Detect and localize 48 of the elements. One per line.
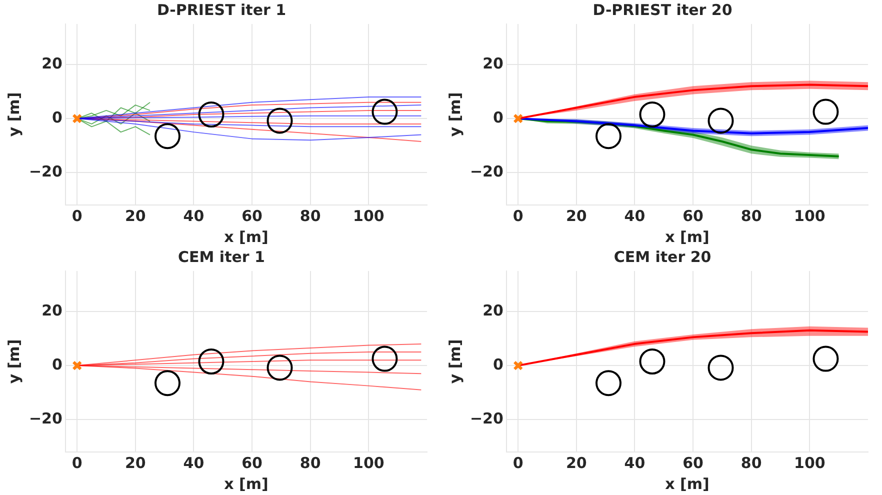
y-tick-label: −20 [28, 409, 62, 428]
y-tick-label: 0 [493, 355, 504, 374]
y-axis-title: y [m] [4, 339, 23, 384]
y-axis-title: y [m] [446, 92, 464, 137]
x-tick-label: 0 [512, 206, 524, 225]
x-tick-label: 0 [512, 454, 524, 472]
y-axis-title: y [m] [4, 92, 23, 137]
x-axis-title: x [m] [665, 228, 710, 246]
chart-title: D-PRIEST iter 20 [592, 0, 732, 19]
y-tick-label: −20 [470, 162, 504, 180]
x-tick-label: 20 [566, 206, 587, 225]
chart-title: CEM iter 20 [614, 248, 712, 266]
x-tick-label: 40 [183, 454, 204, 472]
x-tick-label: 100 [353, 206, 384, 225]
x-tick-label: 40 [624, 206, 646, 225]
x-axis-title: x [m] [224, 474, 268, 493]
x-tick-label: 80 [740, 454, 762, 472]
x-tick-label: 60 [242, 454, 262, 472]
x-tick-label: 40 [624, 454, 646, 472]
x-tick-label: 100 [794, 454, 826, 472]
x-tick-label: 0 [72, 206, 82, 225]
x-tick-label: 60 [682, 206, 704, 225]
y-tick-label: 20 [482, 54, 504, 72]
x-tick-label: 20 [566, 454, 587, 472]
x-tick-label: 20 [124, 454, 146, 472]
x-tick-label: 80 [300, 454, 321, 472]
chart-title: D-PRIEST iter 1 [156, 0, 286, 19]
x-tick-label: 60 [682, 454, 704, 472]
x-axis-title: x [m] [665, 474, 710, 493]
x-tick-label: 80 [300, 206, 321, 225]
y-tick-label: −20 [28, 162, 62, 180]
x-tick-label: 0 [72, 454, 82, 472]
x-tick-label: 20 [124, 206, 146, 225]
x-tick-label: 60 [242, 206, 262, 225]
y-tick-label: −20 [470, 409, 504, 428]
y-tick-label: 20 [42, 54, 62, 72]
x-axis-title: x [m] [224, 228, 268, 246]
x-tick-label: 100 [794, 206, 826, 225]
y-tick-label: 0 [52, 355, 62, 374]
chart-title: CEM iter 1 [178, 248, 265, 266]
y-tick-label: 0 [52, 108, 62, 126]
y-tick-label: 0 [493, 108, 504, 126]
x-tick-label: 100 [353, 454, 384, 472]
x-tick-label: 80 [740, 206, 762, 225]
y-axis-title: y [m] [446, 339, 464, 384]
x-tick-label: 40 [183, 206, 204, 225]
y-tick-label: 20 [482, 301, 504, 320]
y-tick-label: 20 [42, 301, 62, 320]
